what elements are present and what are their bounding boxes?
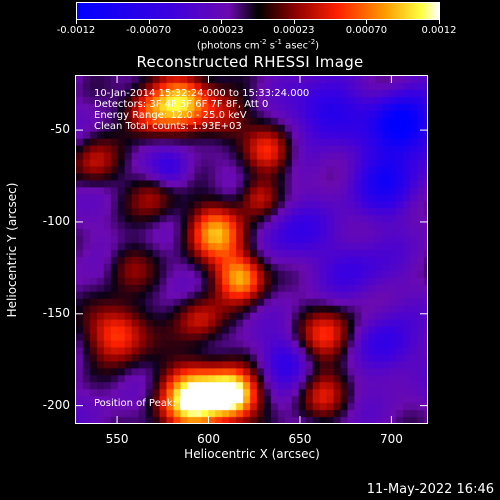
annotation-time-range: 10-Jan-2014 15:32:24.000 to 15:33:24.000 bbox=[94, 88, 310, 99]
chart-title: Reconstructed RHESSI Image bbox=[136, 53, 364, 71]
annotation-peak-position: Position of Peak: [611,-197] bbox=[94, 398, 232, 409]
annotation-energy-range: Energy Range: 12.0 - 25.0 keV bbox=[94, 110, 247, 121]
plot-area: 10-Jan-2014 15:32:24.000 to 15:33:24.000… bbox=[75, 75, 428, 424]
colorbar-tick bbox=[221, 20, 223, 24]
y-tick-label: -50 bbox=[50, 122, 70, 137]
colorbar-gradient bbox=[77, 3, 439, 19]
y-tick-label: -150 bbox=[42, 305, 70, 320]
annotation-detectors: Detectors: 3F 4F 5F 6F 7F 8F, Att 0 bbox=[94, 99, 269, 110]
x-tick-label: 700 bbox=[379, 432, 403, 446]
colorbar-tick-label: 0.0012 bbox=[421, 25, 457, 36]
colorbar-unit-label: (photons cm-2 s-1 asec-2) bbox=[196, 38, 320, 52]
y-axis-label: Heliocentric Y (arcsec) bbox=[5, 182, 19, 318]
annotation-clean-counts: Clean Total counts: 1.93E+03 bbox=[94, 121, 242, 132]
colorbar-tick bbox=[366, 20, 368, 24]
x-tick-label: 550 bbox=[105, 432, 129, 446]
x-tick-label: 600 bbox=[197, 432, 220, 446]
y-tick-label: -200 bbox=[42, 397, 70, 412]
colorbar-tick-label: -0.0012 bbox=[56, 25, 96, 36]
x-tick-label: 650 bbox=[288, 432, 312, 446]
colorbar-tick-label: 0.00023 bbox=[273, 25, 315, 36]
x-axis-label: Heliocentric X (arcsec) bbox=[184, 447, 320, 461]
colorbar-tick-label: 0.00070 bbox=[345, 25, 388, 36]
colorbar-tick-label: -0.00023 bbox=[198, 25, 244, 36]
colorbar-tick bbox=[76, 20, 77, 24]
heatmap-image bbox=[76, 76, 427, 423]
colorbar bbox=[76, 2, 440, 20]
footer-timestamp: 11-May-2022 16:46 bbox=[366, 482, 494, 497]
colorbar-tick bbox=[148, 20, 150, 24]
y-tick-label: -100 bbox=[42, 213, 70, 228]
colorbar-tick bbox=[293, 20, 295, 24]
colorbar-tick bbox=[439, 20, 440, 24]
colorbar-tick-label: -0.00070 bbox=[126, 25, 172, 36]
